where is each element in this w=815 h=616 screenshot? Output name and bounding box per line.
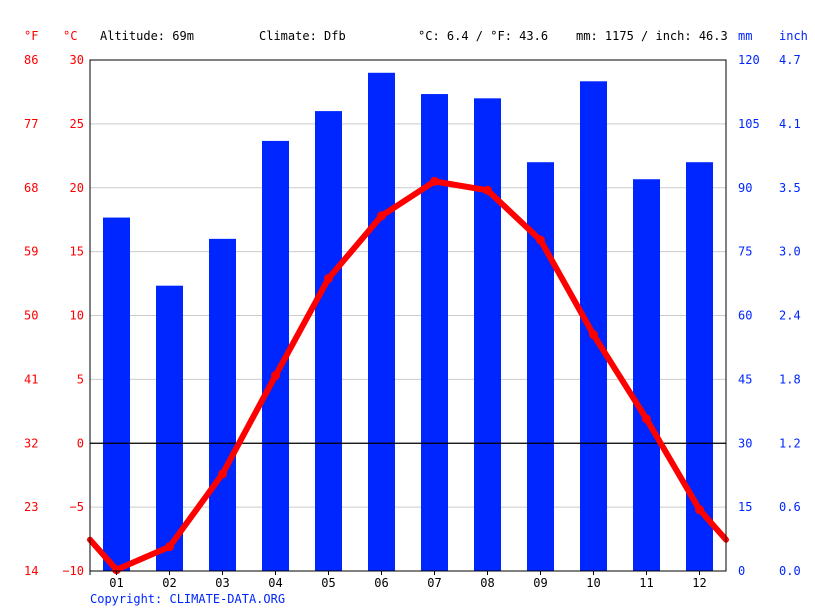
precipitation-total-label: mm: 1175 / inch: 46.3 [576, 29, 728, 43]
temperature-point [536, 235, 545, 245]
temperature-point [271, 371, 280, 381]
inch-tick-label: 0.6 [779, 500, 801, 514]
mm-tick-label: 0 [738, 564, 745, 578]
precipitation-bar [474, 98, 501, 571]
temperature-line [87, 176, 729, 575]
precipitation-bar [421, 94, 448, 572]
fahrenheit-tick-label: 86 [24, 53, 38, 67]
mm-tick-label: 120 [738, 53, 760, 67]
celsius-tick-label: 5 [77, 372, 84, 386]
month-labels: 01 02 03 04 05 06 07 08 09 10 11 12 [89, 60, 727, 590]
temperature-average-label: °C: 6.4 / °F: 43.6 [418, 29, 548, 43]
temperature-point [324, 273, 333, 283]
altitude-label: Altitude: 69m [100, 29, 194, 43]
precipitation-bar [209, 238, 236, 571]
mm-tick-label: 30 [738, 436, 752, 450]
grid-lines [90, 59, 726, 508]
axis-tick-labels: 86 30 120 4.777 25 105 4.168 20 90 3.559 15 75 3.050… [24, 53, 801, 578]
celsius-tick-label: 25 [70, 117, 84, 131]
month-label: 11 [639, 576, 653, 590]
temperature-point [377, 211, 386, 221]
fahrenheit-tick-label: 77 [24, 117, 38, 131]
fahrenheit-tick-label: 32 [24, 436, 38, 450]
inch-tick-label: 3.5 [779, 181, 801, 195]
inch-tick-label: 4.7 [779, 53, 801, 67]
plot-frame [89, 59, 727, 572]
fahrenheit-tick-label: 50 [24, 309, 38, 323]
fahrenheit-tick-label: 68 [24, 181, 38, 195]
precipitation-bar [315, 111, 342, 571]
temperature-point [589, 330, 598, 340]
temperature-point [483, 185, 492, 195]
month-label: 05 [321, 576, 335, 590]
mm-tick-label: 75 [738, 245, 752, 259]
temperature-point [430, 176, 439, 186]
temperature-point [112, 565, 121, 575]
mm-tick-label: 105 [738, 117, 760, 131]
temperature-point [695, 505, 704, 515]
celsius-tick-label: −10 [62, 564, 84, 578]
mm-tick-label: 45 [738, 372, 752, 386]
celsius-tick-label: −5 [70, 500, 84, 514]
month-label: 12 [692, 576, 706, 590]
celsius-tick-label: 0 [77, 436, 84, 450]
mm-unit-label: mm [738, 29, 752, 43]
precipitation-bar [686, 162, 713, 571]
month-label: 07 [427, 576, 441, 590]
inch-tick-label: 3.0 [779, 245, 801, 259]
temperature-point [218, 469, 227, 479]
precipitation-bar [580, 81, 607, 572]
temperature-series-line [87, 178, 729, 573]
mm-tick-label: 15 [738, 500, 752, 514]
month-label: 02 [162, 576, 176, 590]
fahrenheit-tick-label: 23 [24, 500, 38, 514]
month-label: 03 [215, 576, 229, 590]
celsius-unit-label: °C [63, 29, 77, 43]
fahrenheit-tick-label: 14 [24, 564, 38, 578]
precipitation-bar [103, 217, 130, 571]
month-label: 06 [374, 576, 388, 590]
celsius-tick-label: 15 [70, 245, 84, 259]
month-label: 08 [480, 576, 494, 590]
celsius-tick-label: 10 [70, 309, 84, 323]
inch-tick-label: 0.0 [779, 564, 801, 578]
celsius-tick-label: 20 [70, 181, 84, 195]
inch-tick-label: 1.2 [779, 436, 801, 450]
temperature-point [165, 542, 174, 552]
climate-label: Climate: Dfb [259, 29, 346, 43]
fahrenheit-tick-label: 59 [24, 245, 38, 259]
fahrenheit-unit-label: °F [24, 29, 38, 43]
precipitation-bar [156, 285, 183, 571]
month-label: 01 [109, 576, 123, 590]
precipitation-bar [633, 179, 660, 571]
precipitation-bar [368, 72, 395, 572]
mm-tick-label: 90 [738, 181, 752, 195]
inch-unit-label: inch [779, 29, 808, 43]
inch-tick-label: 1.8 [779, 372, 801, 386]
fahrenheit-tick-label: 41 [24, 372, 38, 386]
mm-tick-label: 60 [738, 309, 752, 323]
precipitation-bars [103, 72, 713, 572]
copyright-label: Copyright: CLIMATE-DATA.ORG [90, 592, 285, 606]
temperature-point [642, 414, 651, 424]
inch-tick-label: 4.1 [779, 117, 801, 131]
month-label: 04 [268, 576, 282, 590]
precipitation-bar [527, 162, 554, 571]
month-label: 09 [533, 576, 547, 590]
celsius-tick-label: 30 [70, 53, 84, 67]
inch-tick-label: 2.4 [779, 309, 801, 323]
month-label: 10 [586, 576, 600, 590]
